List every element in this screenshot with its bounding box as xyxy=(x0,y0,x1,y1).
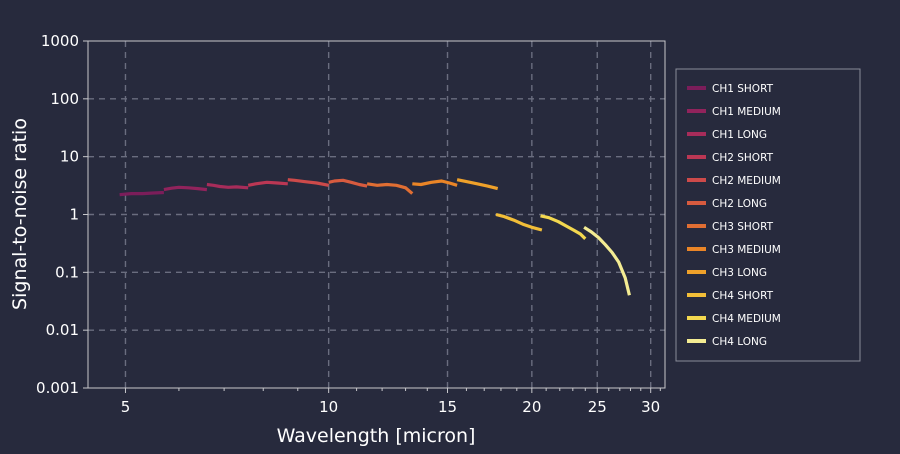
series-line-ch4-medium xyxy=(540,214,587,240)
series-line-ch1-short xyxy=(119,190,164,197)
x-tick-label: 20 xyxy=(522,398,541,416)
legend-label: CH1 MEDIUM xyxy=(712,106,781,118)
x-tick-label: 15 xyxy=(438,398,457,416)
y-axis-label: Signal-to-noise ratio xyxy=(9,118,31,310)
series-line-ch2-long xyxy=(328,178,368,188)
legend-label: CH3 LONG xyxy=(712,267,767,279)
legend-label: CH1 SHORT xyxy=(712,83,774,95)
x-tick-label: 25 xyxy=(588,398,607,416)
x-tick-label: 30 xyxy=(641,398,660,416)
legend-label: CH2 LONG xyxy=(712,198,767,210)
y-tick-label: 0.001 xyxy=(36,379,79,397)
series-line-ch3-medium xyxy=(412,179,458,187)
legend-label: CH4 SHORT xyxy=(712,290,774,302)
y-tick-label: 1000 xyxy=(41,32,79,50)
series-line-ch3-long xyxy=(456,178,499,191)
legend-label: CH1 LONG xyxy=(712,129,767,141)
y-tick-label: 10 xyxy=(60,148,79,166)
legend-label: CH4 LONG xyxy=(712,336,767,348)
tick-labels: 5 10 15 20 25 30 0.001 0.01 0.1 1 10 100 1000 xyxy=(36,32,660,416)
legend-box xyxy=(675,68,861,362)
legend-label: CH4 MEDIUM xyxy=(712,313,781,325)
legend-label: CH3 MEDIUM xyxy=(712,244,781,256)
legend: CH1 SHORT CH1 MEDIUM CH1 LONG CH2 SHORT CH2 … xyxy=(675,68,861,362)
legend-label: CH2 SHORT xyxy=(712,152,774,164)
series-line-ch1-medium xyxy=(163,185,208,192)
legend-label: CH3 SHORT xyxy=(712,221,774,233)
x-tick-label: 10 xyxy=(319,398,338,416)
y-tick-label: 1 xyxy=(69,206,79,224)
series-lines xyxy=(119,178,631,296)
legend-label: CH2 MEDIUM xyxy=(712,175,781,187)
y-tick-label: 0.1 xyxy=(55,263,79,281)
series-line-ch2-short xyxy=(247,180,288,187)
y-tick-label: 0.01 xyxy=(46,321,79,339)
series-line-ch4-short xyxy=(495,212,543,232)
y-tick-label: 100 xyxy=(50,90,79,108)
series-line-ch2-medium xyxy=(287,178,330,187)
x-tick-label: 5 xyxy=(121,398,131,416)
series-line-ch1-long xyxy=(206,182,249,190)
grid xyxy=(88,41,665,388)
axes xyxy=(83,40,666,393)
series-line-ch3-short xyxy=(366,182,414,195)
x-axis-label: Wavelength [micron] xyxy=(277,425,476,447)
series-line-ch4-long xyxy=(583,225,631,296)
